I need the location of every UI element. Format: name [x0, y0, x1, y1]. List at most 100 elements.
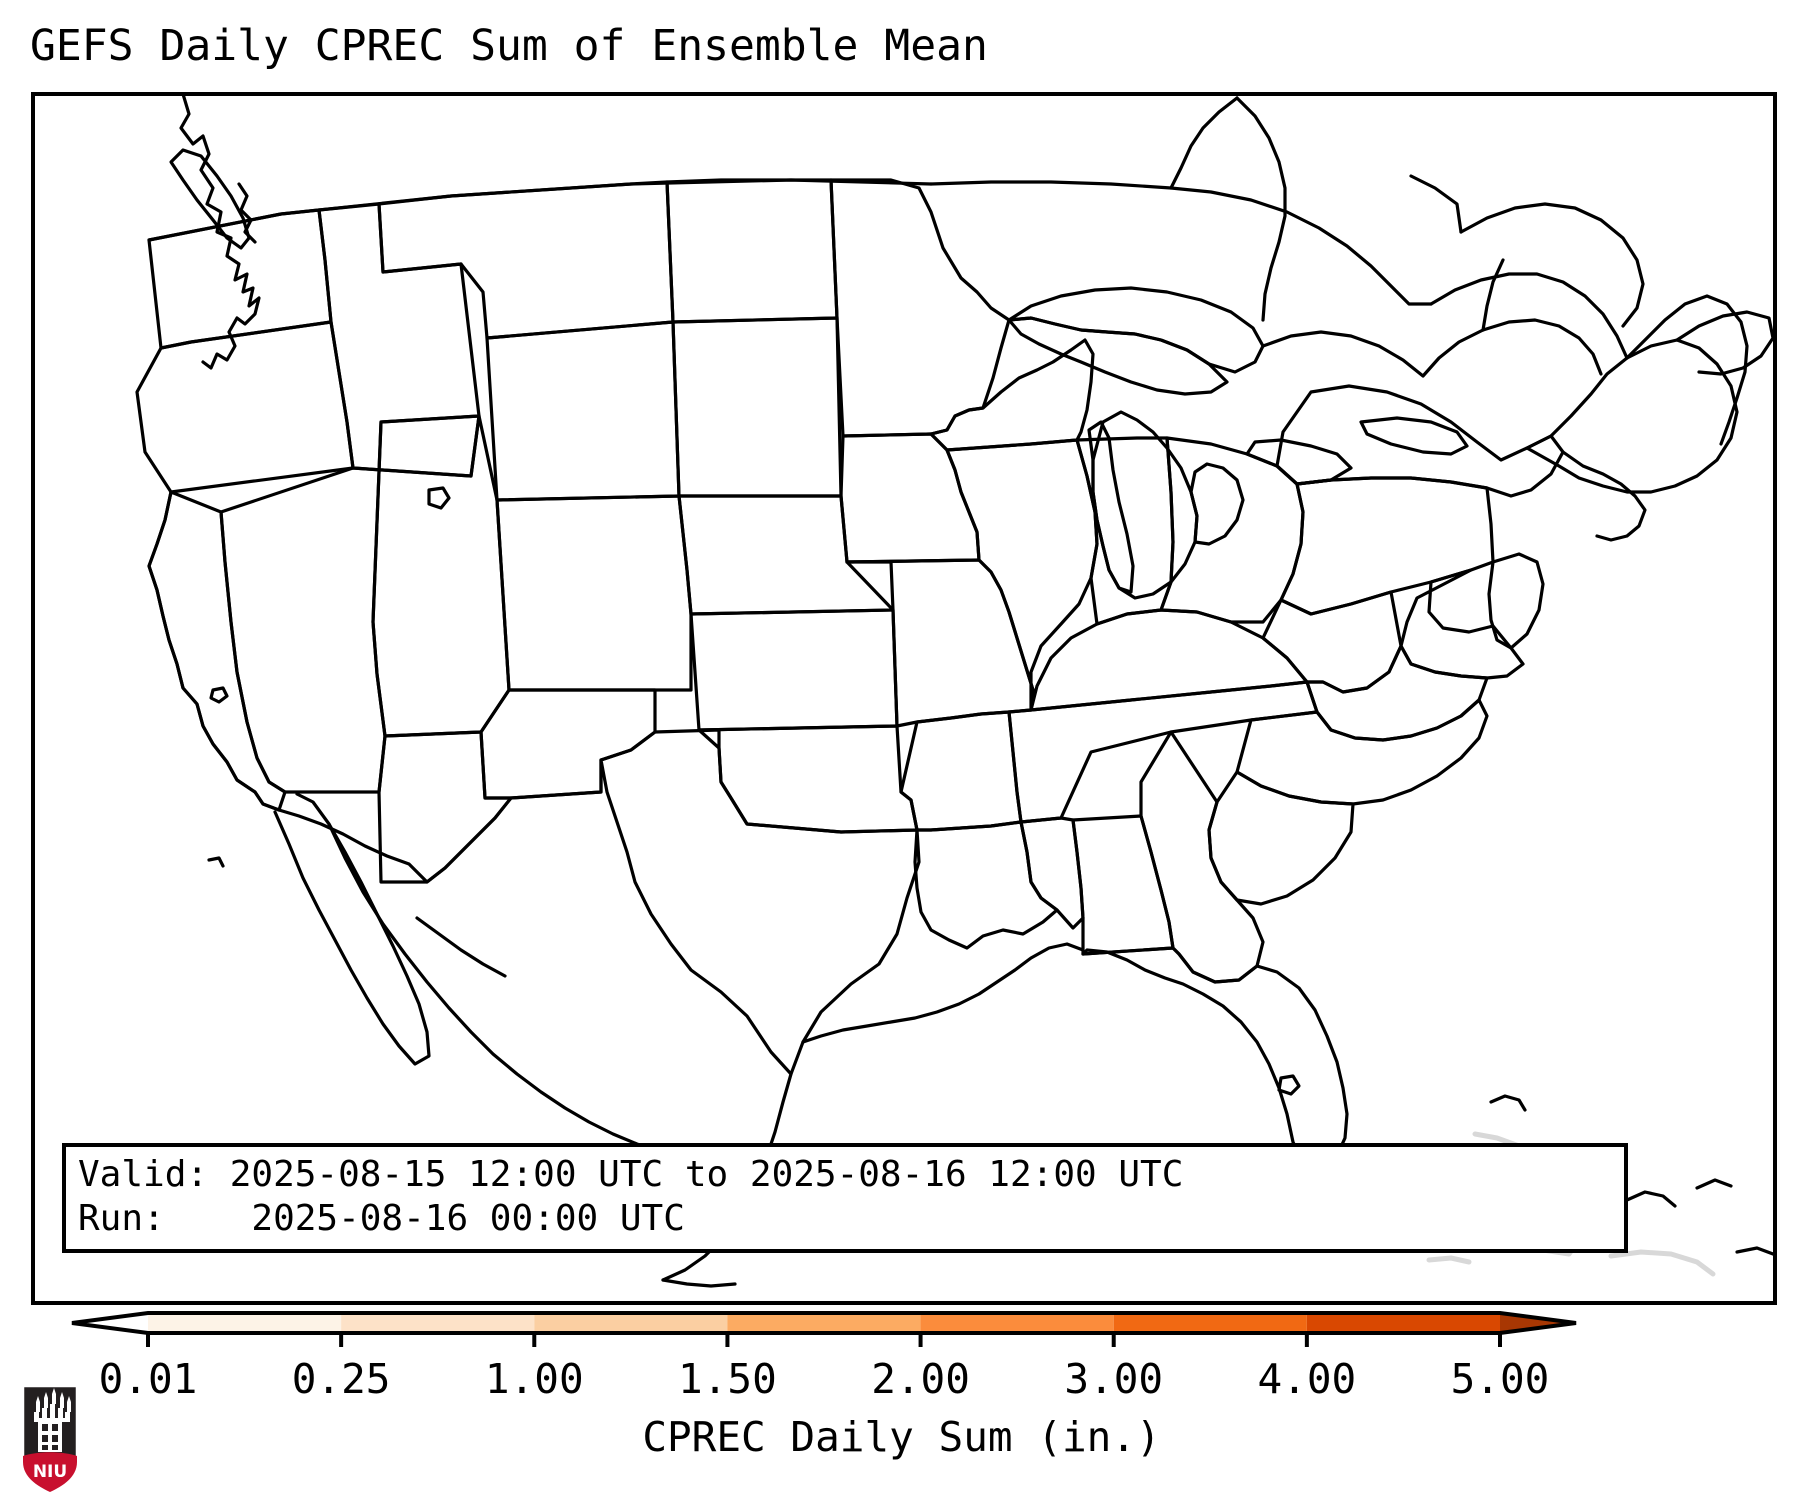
state-new-york: [1275, 384, 1565, 498]
colorbar-tick-label: 1.00: [484, 1355, 584, 1403]
state-ohio: [1159, 436, 1305, 624]
nova-scotia: [1675, 310, 1773, 376]
state-mississippi: [1019, 816, 1085, 930]
state-texas: [599, 728, 921, 1076]
canada-outline-east: [1261, 318, 1603, 378]
colorbar-axis-title: CPREC Daily Sum (in.): [642, 1413, 1161, 1461]
state-wyoming: [485, 320, 681, 502]
colorbar-tick-label: 5.00: [1450, 1355, 1550, 1403]
colorbar-tick-label: 0.01: [98, 1355, 198, 1403]
state-montana: [377, 180, 675, 340]
small-lake-nevada: [209, 686, 229, 704]
state-kentucky: [1029, 608, 1309, 712]
state-south-dakota: [671, 316, 843, 498]
state-minnesota: [829, 178, 1011, 438]
canada-quebec-interior: [1235, 96, 1287, 322]
canada-ne-border-1: [1409, 174, 1463, 234]
state-new-england: [1525, 338, 1739, 494]
niu-logo-text: NIU: [33, 1462, 67, 1482]
mexico-interior-1: [415, 916, 507, 978]
state-oregon: [135, 320, 355, 494]
state-california: [147, 490, 287, 812]
colorbar-band: [1113, 1313, 1307, 1333]
conus-map: [135, 96, 1773, 1288]
state-florida: [1081, 946, 1349, 1174]
colorbar-band: [1306, 1313, 1500, 1333]
colorbar-tick-label: 3.00: [1064, 1355, 1164, 1403]
colorbar-svg: [71, 1311, 1577, 1347]
valid-run-info-box: Valid: 2025-08-15 12:00 UTC to 2025-08-1…: [62, 1143, 1628, 1253]
map-panel[interactable]: [31, 92, 1777, 1305]
lake-okeechobee: [1277, 1074, 1301, 1096]
state-missouri: [845, 558, 1035, 728]
state-louisiana: [913, 820, 1059, 950]
lake-erie: [1245, 438, 1353, 486]
state-maine: [1625, 294, 1749, 446]
colorbar-band: [920, 1313, 1114, 1333]
great-salt-lake: [427, 486, 451, 510]
state-nebraska: [677, 494, 895, 616]
castle-body: [38, 1420, 62, 1452]
state-virginia: [1305, 644, 1489, 742]
island-caribbean-dark-1: [1625, 1190, 1677, 1208]
island-bahamas-dark: [1489, 1094, 1527, 1112]
colorbar-band: [341, 1313, 535, 1333]
castle-crenellations: [34, 1388, 71, 1422]
state-utah: [371, 414, 511, 738]
colorbar-over-arrow: [1500, 1313, 1576, 1333]
lake-huron: [1189, 462, 1245, 546]
canada-hudson-approach: [1169, 186, 1433, 306]
state-kansas: [689, 608, 899, 732]
shield-banner: [23, 1452, 77, 1492]
colorbar-tick-label: 0.25: [291, 1355, 391, 1403]
state-colorado: [495, 494, 693, 692]
colorbar-band: [727, 1313, 921, 1333]
puget-sound-detail: [237, 182, 257, 244]
canada-ne-border-2: [1481, 258, 1505, 332]
state-south-carolina: [1207, 770, 1355, 906]
colorbar-bands: [148, 1313, 1500, 1333]
lake-small-sw: [207, 856, 225, 868]
colorbar-tick-labels: 0.01 0.25 1.00 1.50 2.00 3.00 4.00 5.00: [0, 1355, 1803, 1403]
state-arkansas: [899, 710, 1023, 832]
state-tennessee: [1007, 680, 1319, 824]
lake-ontario: [1359, 416, 1469, 456]
map-boundaries: [135, 96, 1773, 1288]
state-alabama: [1071, 814, 1175, 956]
niu-logo: NIU: [19, 1382, 81, 1494]
state-north-dakota: [665, 178, 839, 324]
state-nevada: [219, 414, 481, 794]
state-illinois: [945, 438, 1099, 712]
canada-st-lawrence: [1429, 272, 1629, 360]
page-title: GEFS Daily CPREC Sum of Ensemble Mean: [30, 21, 988, 71]
state-maryland-delaware: [1399, 568, 1525, 680]
state-new-mexico: [479, 688, 657, 800]
colorbar-ticks: [146, 1333, 1502, 1347]
coastline-california: [147, 490, 281, 812]
island-jamaica: [1426, 1255, 1472, 1265]
island-caribbean-dark-3: [1735, 1246, 1773, 1256]
colorbar[interactable]: [0, 1306, 1803, 1348]
colorbar-tick-label: 2.00: [871, 1355, 970, 1403]
niu-logo-svg: NIU: [21, 1384, 79, 1494]
mexico-border: [277, 758, 603, 884]
lake-superior: [1007, 286, 1265, 374]
state-georgia: [1139, 730, 1265, 984]
castle-windows: [42, 1424, 58, 1450]
canada-north-edge: [929, 96, 1239, 190]
state-new-jersey: [1487, 552, 1545, 650]
colorbar-under-arrow: [72, 1313, 148, 1333]
island-caribbean-dark-2: [1695, 1178, 1733, 1190]
colorbar-band: [148, 1313, 342, 1333]
state-oklahoma: [697, 724, 919, 834]
state-iowa: [839, 432, 981, 564]
coastline-new-england: [1561, 450, 1647, 542]
baja-california: [273, 792, 431, 1066]
state-idaho: [317, 202, 481, 478]
colorbar-band: [534, 1313, 728, 1333]
coastline-gulf: [801, 942, 1085, 1044]
mexico-yucatan: [661, 1278, 737, 1288]
newfoundland-coast: [1459, 202, 1645, 328]
lake-michigan: [1087, 420, 1135, 594]
island-hispaniola: [1608, 1249, 1716, 1277]
